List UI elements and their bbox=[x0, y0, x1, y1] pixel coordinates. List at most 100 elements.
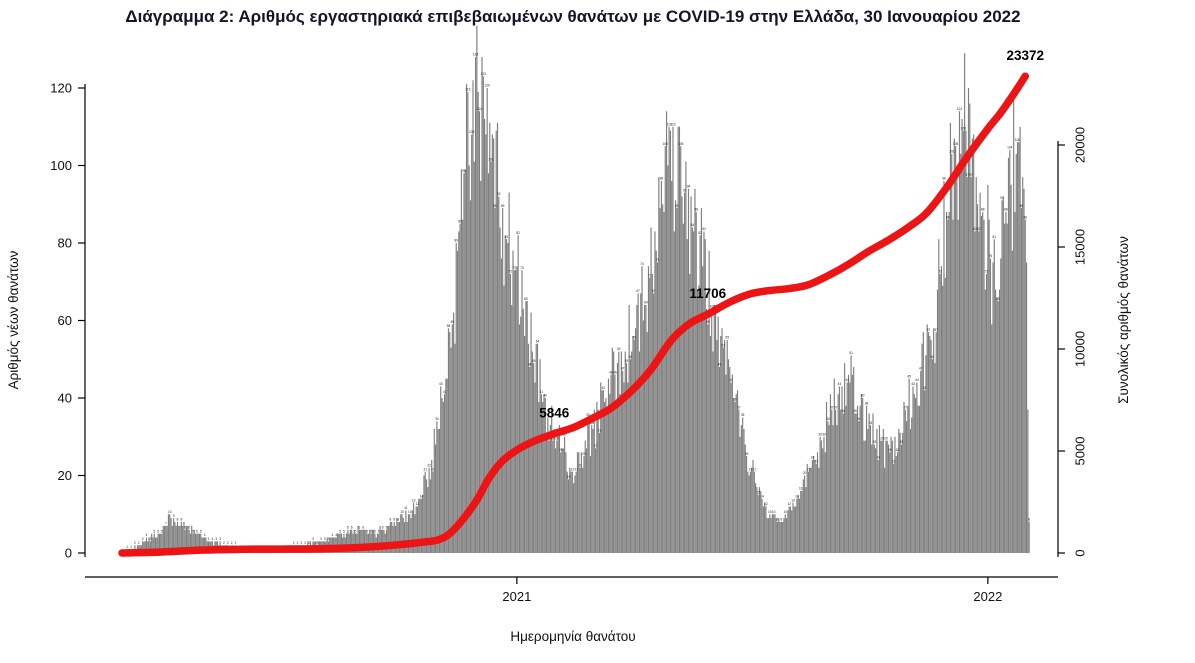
bar bbox=[855, 413, 857, 553]
bar bbox=[791, 510, 793, 554]
bar bbox=[978, 231, 980, 554]
bar bbox=[438, 429, 441, 553]
bar-label: 64 bbox=[644, 301, 648, 305]
bar bbox=[437, 429, 439, 553]
bar bbox=[484, 119, 486, 553]
bar bbox=[873, 444, 875, 553]
bar bbox=[336, 533, 339, 554]
bar bbox=[693, 231, 695, 554]
bar bbox=[955, 146, 957, 554]
bar-label: 88 bbox=[981, 208, 985, 212]
bar bbox=[755, 483, 757, 553]
bar bbox=[589, 456, 591, 554]
bar bbox=[629, 359, 631, 553]
bar bbox=[459, 223, 461, 554]
bar-label: 40 bbox=[861, 394, 865, 398]
bar bbox=[1000, 258, 1002, 553]
bar-label: 12 bbox=[787, 502, 791, 506]
bar bbox=[752, 460, 754, 553]
bar bbox=[709, 336, 711, 553]
bar bbox=[880, 440, 882, 554]
bar bbox=[491, 134, 493, 553]
bar-label: 89 bbox=[675, 204, 679, 208]
bar-label: 92 bbox=[497, 192, 501, 196]
bar-label: 59 bbox=[451, 320, 455, 324]
bar bbox=[441, 398, 443, 553]
bar bbox=[708, 250, 710, 553]
bar bbox=[811, 460, 813, 553]
bar-label: 34 bbox=[857, 417, 861, 421]
bar bbox=[499, 227, 501, 553]
bar bbox=[889, 452, 891, 553]
bar-label: 3 bbox=[312, 537, 314, 541]
bar-label: 5 bbox=[339, 529, 341, 533]
bar bbox=[979, 192, 981, 554]
bar bbox=[792, 502, 794, 554]
bar-label: 6 bbox=[347, 525, 349, 529]
bar-label: 65 bbox=[996, 297, 1000, 301]
bar-label: 7 bbox=[165, 522, 167, 526]
bar bbox=[397, 522, 399, 553]
bar bbox=[454, 343, 456, 553]
bar-label: 4 bbox=[335, 533, 337, 537]
bar bbox=[845, 405, 847, 553]
bar-label: 57 bbox=[927, 328, 931, 332]
bar bbox=[916, 382, 918, 553]
bar bbox=[696, 289, 699, 553]
bar bbox=[690, 196, 692, 553]
bar bbox=[793, 506, 795, 553]
bar bbox=[788, 506, 790, 553]
bar bbox=[460, 169, 462, 554]
bar bbox=[388, 525, 390, 554]
bar-label: 3 bbox=[324, 537, 326, 541]
bar bbox=[878, 425, 881, 554]
bar bbox=[1002, 196, 1004, 553]
bar bbox=[547, 417, 549, 554]
bar bbox=[512, 250, 514, 553]
bar bbox=[409, 514, 411, 553]
bar bbox=[578, 452, 580, 553]
bar bbox=[660, 181, 662, 553]
bar bbox=[982, 212, 984, 553]
bar bbox=[823, 436, 825, 553]
bar bbox=[667, 165, 669, 553]
bar-label: 41 bbox=[443, 390, 447, 394]
bar-label: 11 bbox=[404, 506, 408, 510]
bar bbox=[414, 514, 416, 553]
bar bbox=[936, 289, 939, 553]
bar bbox=[164, 525, 166, 554]
bar bbox=[472, 80, 474, 553]
bar bbox=[192, 533, 194, 554]
bar-label: 74 bbox=[640, 262, 644, 266]
bar bbox=[766, 518, 768, 554]
bar bbox=[747, 471, 749, 554]
bar bbox=[864, 440, 866, 554]
bar bbox=[477, 91, 479, 554]
left-tick-label: 20 bbox=[58, 468, 72, 483]
bar bbox=[418, 498, 420, 553]
bar-label: 21 bbox=[423, 467, 427, 471]
bar bbox=[907, 405, 909, 553]
bar bbox=[805, 487, 807, 554]
bar bbox=[952, 219, 954, 553]
bar-label: 3 bbox=[211, 537, 213, 541]
bar bbox=[641, 266, 643, 553]
bar bbox=[856, 405, 859, 553]
bar bbox=[201, 537, 203, 553]
bar-label: 103 bbox=[949, 150, 955, 154]
bar bbox=[849, 382, 851, 553]
bar bbox=[496, 122, 499, 554]
bar bbox=[536, 343, 539, 553]
bar bbox=[971, 138, 973, 554]
bar-label: 26 bbox=[896, 448, 900, 452]
bar-label: 39 bbox=[733, 398, 737, 402]
bar-label: 73 bbox=[520, 266, 524, 270]
bar bbox=[392, 525, 394, 554]
bar bbox=[800, 491, 802, 553]
bar-label: 26 bbox=[888, 448, 892, 452]
bar bbox=[498, 196, 500, 553]
bar bbox=[144, 541, 146, 554]
bar bbox=[616, 363, 619, 554]
bar-label: 28 bbox=[900, 440, 904, 444]
bar bbox=[533, 363, 535, 554]
